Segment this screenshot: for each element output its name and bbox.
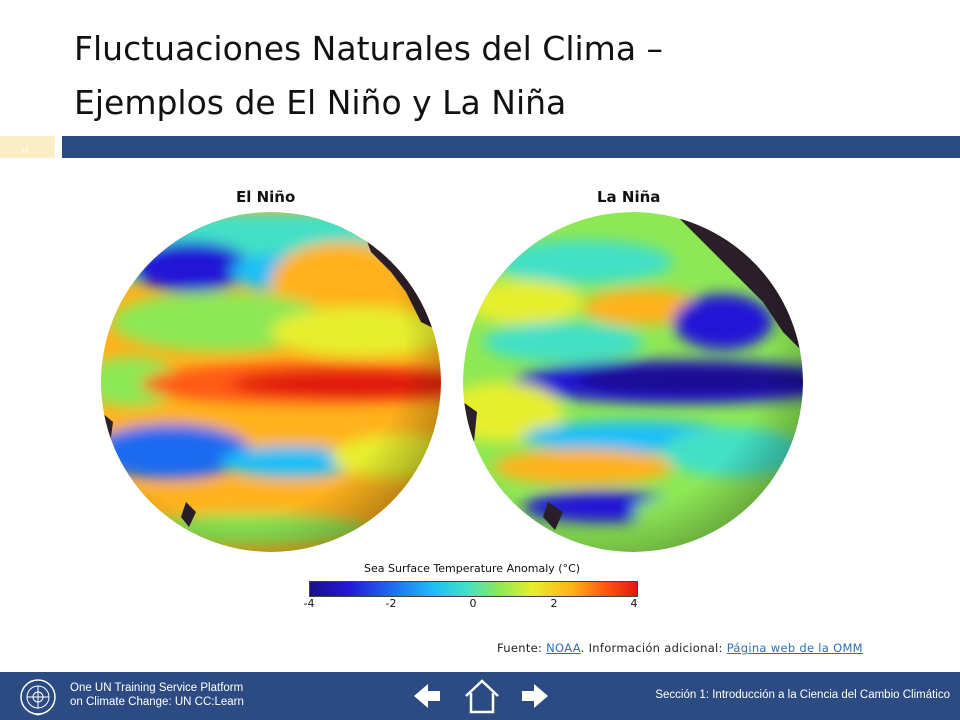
arrow-left-icon[interactable] (406, 677, 446, 715)
slide-title: Fluctuaciones Naturales del Clima – Ejem… (74, 22, 934, 130)
footer-org-line-2: on Climate Change: UN CC:Learn (70, 696, 244, 708)
home-icon[interactable] (462, 677, 502, 715)
footer-organization: One UN Training Service Platform on Clim… (70, 681, 244, 709)
title-bar (62, 136, 960, 158)
slide-title-line-2: Ejemplos de El Niño y La Niña (74, 83, 567, 122)
slide-title-line-1: Fluctuaciones Naturales del Clima – (74, 29, 664, 68)
colorbar-tick: 0 (469, 597, 477, 610)
arrow-right-icon[interactable] (516, 677, 556, 715)
el-nino-globe (101, 212, 441, 552)
noaa-link[interactable]: NOAA (546, 641, 581, 655)
colorbar (309, 581, 638, 597)
colorbar-tick: 4 (630, 597, 638, 610)
footer-section-title: Sección 1: Introducción a la Ciencia del… (655, 689, 950, 701)
la-nina-label: La Niña (597, 188, 661, 206)
la-nina-globe (463, 212, 803, 552)
footer-org-line-1: One UN Training Service Platform (70, 682, 244, 694)
colorbar-tick: -2 (385, 597, 397, 610)
colorbar-tick: 2 (550, 597, 558, 610)
slide-number-box (0, 136, 55, 158)
el-nino-label: El Niño (236, 188, 296, 206)
source-prefix: Fuente: (497, 641, 547, 655)
source-middle: . Información adicional: (580, 641, 727, 655)
omm-link[interactable]: Página web de la OMM (726, 641, 863, 655)
source-line: Fuente: NOAA. Información adicional: Pág… (497, 641, 863, 655)
colorbar-title: Sea Surface Temperature Anomaly (°C) (364, 562, 581, 575)
slide-number: 18 (22, 148, 29, 154)
colorbar-tick: -4 (303, 597, 315, 610)
un-logo-icon (20, 679, 56, 716)
